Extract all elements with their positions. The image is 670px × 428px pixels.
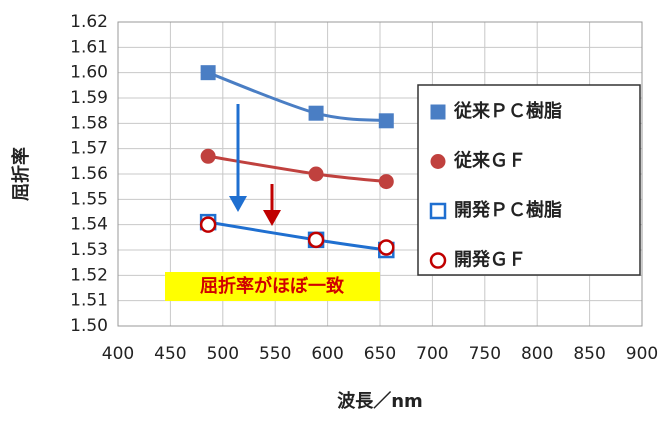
annotation: 屈折率がほぼ一致 [200,275,345,297]
y-tick-label: 1.56 [70,164,108,184]
data-point [200,148,216,164]
plot-frame [117,21,643,327]
data-point [378,239,395,256]
legend-marker [429,202,447,220]
x-tick-label: 550 [259,344,291,364]
x-tick-label: 450 [154,344,186,364]
legend-marker [430,154,446,169]
data-point [307,231,325,249]
annotation-box [165,272,380,301]
x-tick-label: 750 [469,344,501,364]
y-tick-label: 1.53 [70,240,108,260]
y-tick-label: 1.58 [70,113,108,133]
legend-label: 開発ＧＦ [454,249,526,271]
y-tick-label: 1.60 [70,63,108,83]
data-point [200,65,216,81]
y-tick-label: 1.54 [70,215,108,235]
y-tick-label: 1.62 [70,12,108,32]
legend-label: 開発ＰＣ樹脂 [454,199,562,221]
y-tick-label: 1.57 [70,139,108,159]
legend-marker [430,104,446,120]
data-point [378,174,394,190]
legend-label: 従来ＰＣ樹脂 [453,100,562,122]
x-tick-label: 600 [311,344,343,364]
legend-marker [429,252,447,269]
arrow-head [263,210,281,226]
y-tick-label: 1.52 [70,265,108,285]
y-tick-label: 1.50 [70,316,108,336]
x-tick-label: 800 [521,344,553,364]
data-point [199,216,217,233]
x-tick-label: 500 [207,344,239,364]
arrow-head [229,196,247,212]
y-tick-label: 1.61 [70,37,108,57]
y-tick-label: 1.55 [70,189,108,209]
x-tick-label: 850 [573,344,605,364]
data-point [308,105,324,121]
legend [417,84,641,276]
data-point [378,113,394,129]
data-point [308,166,324,182]
legend-label: 従来ＧＦ [453,150,526,172]
x-tick-label: 400 [102,344,134,364]
x-tick-label: 700 [416,344,448,364]
y-axis-label: 屈折率 [10,147,32,201]
x-tick-label: 650 [364,344,396,364]
y-tick-label: 1.59 [70,88,108,108]
y-tick-label: 1.51 [70,291,108,311]
x-axis-label: 波長／nm [337,390,423,412]
x-tick-label: 900 [626,344,658,364]
